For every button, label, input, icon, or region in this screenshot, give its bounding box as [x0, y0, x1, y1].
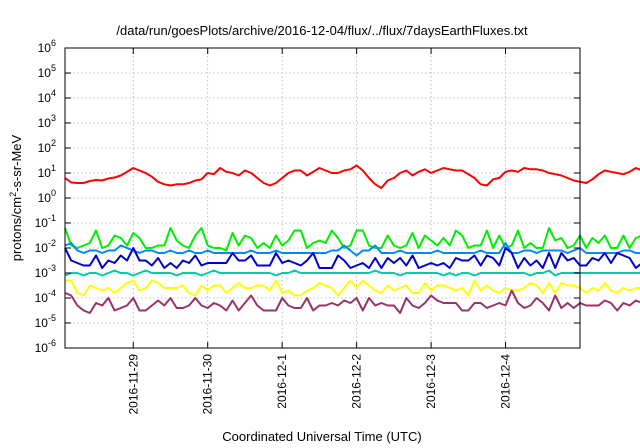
series-group: [64, 164, 640, 314]
y-tick-label: 105: [38, 63, 56, 80]
y-axis: 10-6 10-5 10-4 10-3 10-2 10-1 100 101 102 103 104 1…: [35, 38, 580, 355]
y-tick-label: 106: [38, 38, 56, 55]
x-axis: 2016-11-29 2016-11-30 2016-12-1 2016-12-2 20…: [126, 48, 513, 415]
y-tick-label: 10-2: [35, 238, 56, 255]
x-tick-label: 2016-12-1: [275, 354, 289, 409]
series-line: [64, 227, 640, 252]
chart-title: /data/run/goesPlots/archive/2016-12-04/f…: [116, 23, 528, 38]
x-tick-label: 2016-11-30: [201, 354, 215, 415]
y-tick-label: 10-1: [35, 213, 56, 230]
y-tick-label: 103: [38, 113, 56, 130]
y-tick-label: 102: [38, 138, 56, 155]
series-line: [64, 269, 640, 277]
y-tick-label: 101: [38, 163, 56, 180]
series-line: [64, 164, 640, 189]
series-line: [64, 247, 640, 269]
y-tick-label: 104: [38, 88, 56, 105]
series-line: [65, 279, 640, 297]
grid-lines: [65, 48, 580, 348]
series-line: [64, 289, 640, 314]
y-axis-label: protons/cm2-s-sr-MeV: [8, 134, 24, 261]
x-tick-label: 2016-12-2: [350, 354, 364, 409]
y-tick-label: 10-3: [35, 263, 56, 280]
x-axis-label: Coordinated Universal Time (UTC): [222, 429, 421, 444]
y-tick-label: 10-5: [35, 313, 56, 330]
series-line: [64, 242, 640, 257]
x-tick-label: 2016-11-29: [126, 354, 140, 415]
y-tick-label: 100: [38, 188, 56, 205]
y-tick-label: 10-4: [35, 288, 56, 305]
y-tick-label: 10-6: [35, 338, 56, 355]
x-tick-label: 2016-12-3: [424, 354, 438, 409]
x-tick-label: 2016-12-4: [499, 354, 513, 409]
